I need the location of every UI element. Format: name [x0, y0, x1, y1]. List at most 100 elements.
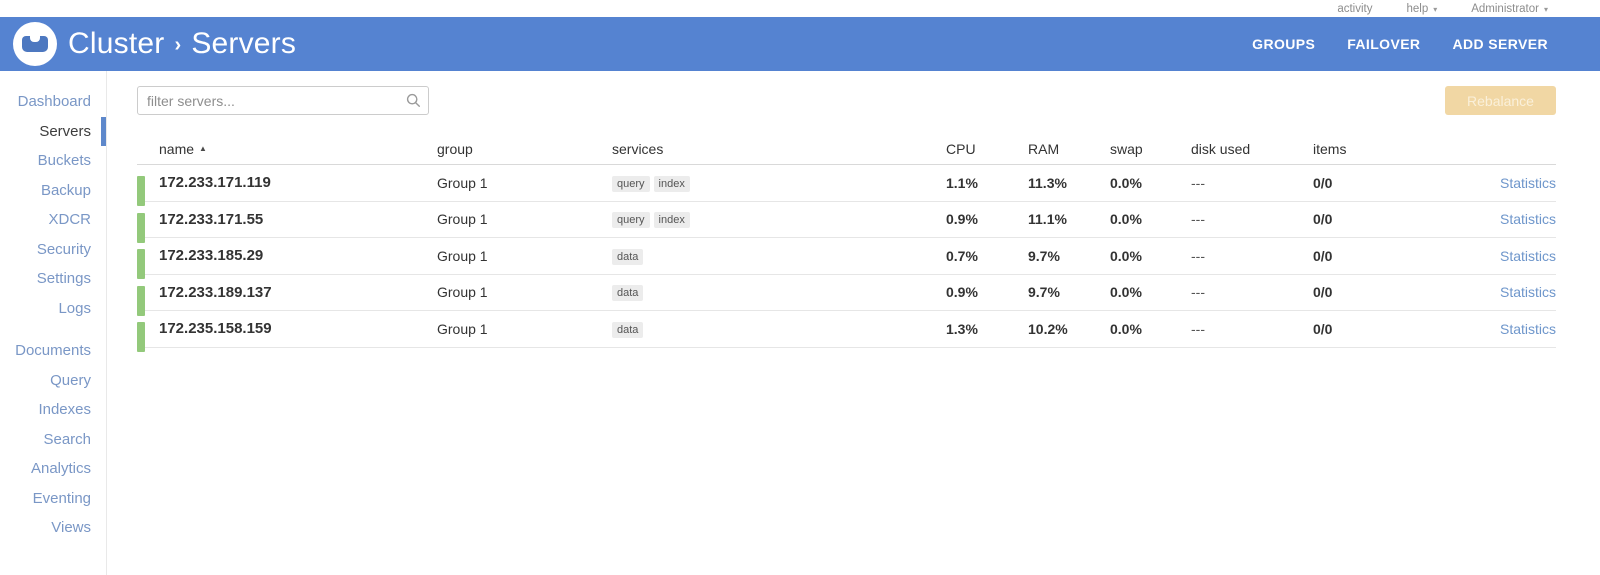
sidebar-item-xdcr[interactable]: XDCR — [0, 205, 106, 235]
breadcrumb: Cluster › Servers — [68, 27, 296, 61]
chevron-down-icon: ▾ — [1543, 5, 1548, 14]
table-body: 172.233.171.119 Group 1 query index 1.1% … — [137, 165, 1556, 353]
service-badge-data: data — [612, 285, 644, 302]
service-badge-data: data — [612, 321, 644, 338]
search-icon — [406, 93, 421, 113]
sidebar-item-analytics[interactable]: Analytics — [0, 454, 106, 484]
server-cpu: 1.3% — [946, 320, 978, 337]
header-action-failover[interactable]: FAILOVER — [1347, 36, 1421, 52]
column-header-services[interactable]: services — [612, 141, 664, 157]
sidebar-item-backup[interactable]: Backup — [0, 176, 106, 206]
main-panel: Rebalance name▲ group services CPU RAM swap di… — [107, 71, 1600, 575]
server-disk-used: --- — [1191, 247, 1205, 264]
sidebar-item-label: Query — [50, 371, 91, 389]
server-items: 0/0 — [1313, 320, 1333, 337]
sidebar-item-search[interactable]: Search — [0, 425, 106, 455]
table-row[interactable]: 172.233.171.55 Group 1 query index 0.9% 1… — [137, 202, 1556, 243]
server-health-bar — [137, 285, 145, 316]
table-row[interactable]: 172.233.171.119 Group 1 query index 1.1% … — [137, 165, 1556, 207]
server-group: Group 1 — [437, 320, 488, 337]
sidebar-item-security[interactable]: Security — [0, 235, 106, 265]
header-action-groups[interactable]: GROUPS — [1252, 36, 1316, 52]
server-items: 0/0 — [1313, 247, 1333, 264]
sidebar-item-query[interactable]: Query — [0, 366, 106, 396]
sidebar-item-settings[interactable]: Settings — [0, 264, 106, 294]
table-row[interactable]: 172.235.158.159 Group 1 data 1.3% 10.2% … — [137, 311, 1556, 353]
statistics-link[interactable]: Statistics — [1499, 211, 1556, 228]
sidebar-item-documents[interactable]: Documents — [0, 336, 106, 366]
sidebar-item-label: Backup — [40, 181, 91, 199]
sidebar-item-views[interactable]: Views — [0, 513, 106, 543]
server-group: Group 1 — [437, 284, 488, 301]
server-name: 172.235.158.159 — [159, 320, 272, 338]
sidebar-item-label: Servers — [39, 122, 91, 140]
couchbase-logo-icon[interactable] — [13, 22, 57, 66]
server-name: 172.233.171.55 — [159, 210, 264, 228]
sidebar-item-servers[interactable]: Servers — [0, 116, 106, 147]
service-badge-query: query — [612, 212, 650, 229]
server-cpu: 0.7% — [946, 247, 978, 264]
server-services: data — [612, 283, 946, 302]
breadcrumb-cluster[interactable]: Cluster — [68, 27, 165, 60]
help-label: help — [1406, 2, 1429, 15]
activity-label: activity — [1337, 2, 1373, 15]
sidebar-item-label: Dashboard — [17, 93, 91, 111]
sidebar-item-dashboard[interactable]: Dashboard — [0, 87, 106, 117]
server-swap: 0.0% — [1110, 247, 1142, 264]
column-header-disk-used[interactable]: disk used — [1191, 141, 1251, 157]
statistics-link[interactable]: Statistics — [1499, 174, 1556, 191]
sidebar-item-label: Indexes — [38, 401, 91, 419]
server-services: data — [612, 247, 946, 265]
service-badge-data: data — [612, 248, 644, 265]
server-services: data — [612, 320, 946, 338]
server-ram: 9.7% — [1028, 284, 1060, 301]
table-row[interactable]: 172.233.189.137 Group 1 data 0.9% 9.7% 0… — [137, 275, 1556, 316]
sidebar-item-label: XDCR — [48, 211, 91, 229]
sidebar-item-logs[interactable]: Logs — [0, 294, 106, 324]
server-disk-used: --- — [1191, 284, 1205, 301]
server-ram: 11.1% — [1028, 211, 1067, 228]
server-swap: 0.0% — [1110, 320, 1142, 337]
servers-table: name ▲ group services CPU RAM swap disk used ite… — [137, 134, 1556, 353]
server-swap: 0.0% — [1110, 174, 1142, 191]
column-header-group[interactable]: group — [437, 141, 473, 157]
server-items: 0/0 — [1313, 211, 1333, 228]
server-group: Group 1 — [437, 247, 488, 264]
rebalance-button[interactable]: Rebalance — [1445, 86, 1556, 115]
filter-servers-input[interactable] — [137, 86, 429, 115]
server-name: 172.233.171.119 — [159, 174, 271, 192]
column-header-name[interactable]: name ▲ — [159, 141, 207, 157]
table-row[interactable]: 172.233.185.29 Group 1 data 0.7% 9.7% 0.… — [137, 238, 1556, 280]
top-strip: activity help ▾ Administrator ▾ — [0, 0, 1600, 17]
server-cpu: 0.9% — [946, 284, 978, 301]
server-cpu: 0.9% — [946, 211, 978, 228]
sidebar-item-buckets[interactable]: Buckets — [0, 146, 106, 176]
statistics-link[interactable]: Statistics — [1499, 247, 1556, 264]
sidebar-item-eventing[interactable]: Eventing — [0, 484, 106, 514]
sidebar-item-label: Logs — [58, 299, 91, 317]
server-group: Group 1 — [437, 211, 488, 228]
column-header-swap[interactable]: swap — [1110, 141, 1143, 157]
server-services: query index — [612, 174, 946, 192]
sidebar-item-label: Buckets — [37, 152, 91, 170]
sidebar-item-label: Eventing — [32, 489, 91, 507]
column-header-cpu[interactable]: CPU — [946, 141, 976, 157]
sidebar-item-label: Search — [43, 430, 91, 448]
column-header-ram[interactable]: RAM — [1028, 141, 1060, 157]
servers-toolbar: Rebalance — [137, 86, 1556, 115]
statistics-link[interactable]: Statistics — [1499, 284, 1556, 301]
app-header: Cluster › Servers GROUPS FAILOVER ADD SERV… — [0, 17, 1600, 71]
server-items: 0/0 — [1313, 174, 1333, 191]
server-group: Group 1 — [437, 174, 488, 191]
server-cpu: 1.1% — [946, 174, 978, 191]
sidebar-item-label: Analytics — [30, 460, 91, 478]
activity-link[interactable]: activity — [1337, 3, 1372, 15]
help-menu[interactable]: help ▾ — [1406, 3, 1437, 15]
header-action-add-server[interactable]: ADD SERVER — [1452, 36, 1548, 52]
chevron-down-icon: ▾ — [1433, 5, 1438, 14]
user-menu[interactable]: Administrator ▾ — [1471, 3, 1548, 15]
statistics-link[interactable]: Statistics — [1499, 320, 1556, 337]
server-health-bar — [137, 212, 145, 243]
sidebar-item-indexes[interactable]: Indexes — [0, 395, 106, 425]
column-header-items[interactable]: items — [1313, 141, 1347, 157]
